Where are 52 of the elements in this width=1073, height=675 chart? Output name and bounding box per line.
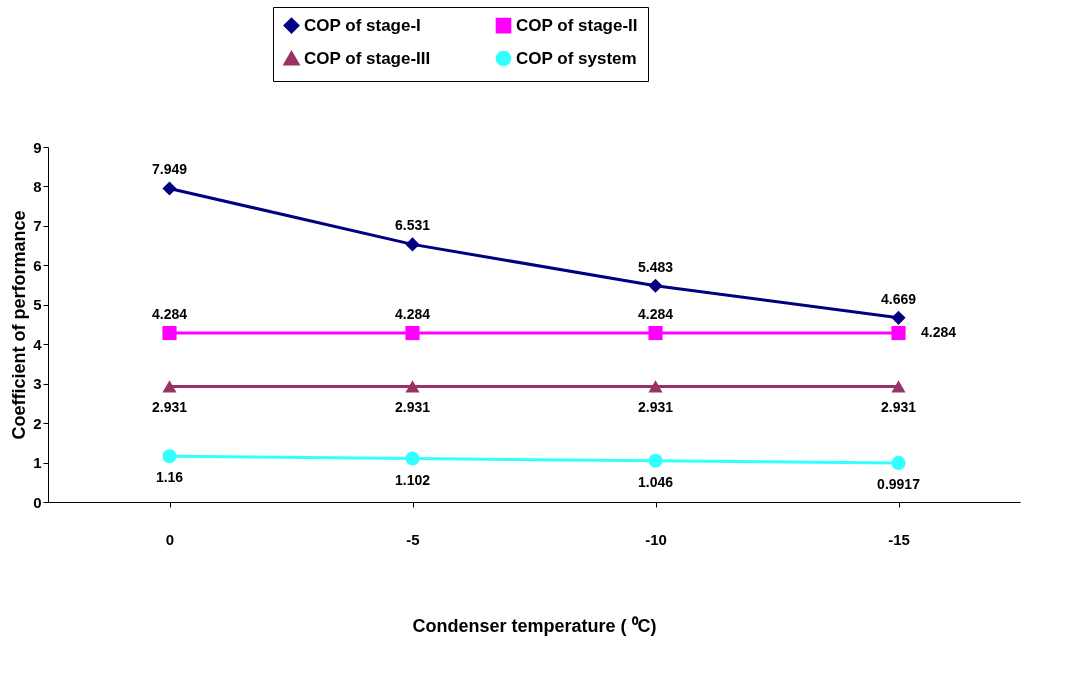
- y-tick-label: 5: [33, 296, 42, 314]
- point: [405, 237, 420, 252]
- data-label: 1.102: [394, 471, 431, 488]
- x-tick-label: -10: [645, 530, 667, 548]
- y-tick-label: 3: [33, 375, 42, 393]
- point: [405, 451, 420, 466]
- x-tick-label: -5: [406, 530, 420, 548]
- point: [891, 380, 906, 393]
- y-tick-label: 1: [33, 454, 42, 472]
- data-label: 7.949: [151, 161, 188, 178]
- y-tick-label: 9: [33, 138, 42, 156]
- legend-label: COP of stage-III: [304, 48, 431, 68]
- data-label: 1.16: [155, 469, 184, 486]
- point: [891, 325, 906, 341]
- point: [648, 380, 663, 393]
- y-tick-label: 8: [33, 177, 42, 195]
- data-label: 4.284: [637, 306, 674, 323]
- point: [162, 325, 177, 341]
- data-label: 2.931: [637, 399, 674, 416]
- y-axis-title: Coefficient of performance: [9, 210, 30, 440]
- data-label: 4.284: [920, 324, 957, 341]
- point: [405, 380, 420, 393]
- data-label: 4.669: [880, 290, 917, 307]
- point: [648, 453, 663, 468]
- data-label: 5.483: [637, 258, 674, 275]
- data-label: 0.9917: [877, 475, 921, 492]
- point: [648, 278, 663, 293]
- data-label: 2.931: [151, 399, 188, 416]
- data-label: 2.931: [880, 399, 917, 416]
- y-tick-label: 0: [33, 493, 42, 511]
- point: [162, 380, 177, 393]
- data-label: 4.284: [151, 306, 188, 323]
- legend-label: COP of stage-I: [304, 15, 421, 35]
- y-tick-label: 2: [33, 414, 42, 432]
- point: [162, 449, 177, 464]
- point: [405, 325, 420, 341]
- data-label: 4.284: [394, 306, 431, 323]
- point: [648, 325, 663, 341]
- data-label: 2.931: [394, 399, 431, 416]
- data-label: 6.531: [394, 217, 431, 234]
- x-tick-label: 0: [165, 530, 175, 548]
- legend-label: COP of stage-II: [516, 15, 638, 35]
- point: [891, 455, 906, 470]
- x-axis-title: Condenser temperature ( ⁰C): [412, 615, 657, 636]
- y-tick-label: 4: [33, 335, 43, 353]
- point: [162, 181, 177, 196]
- legend-label: COP of system: [516, 48, 637, 68]
- data-label: 1.046: [637, 473, 674, 490]
- x-tick-label: -15: [888, 530, 910, 548]
- point: [891, 310, 906, 325]
- y-tick-label: 6: [33, 256, 42, 274]
- y-tick-label: 7: [33, 217, 42, 235]
